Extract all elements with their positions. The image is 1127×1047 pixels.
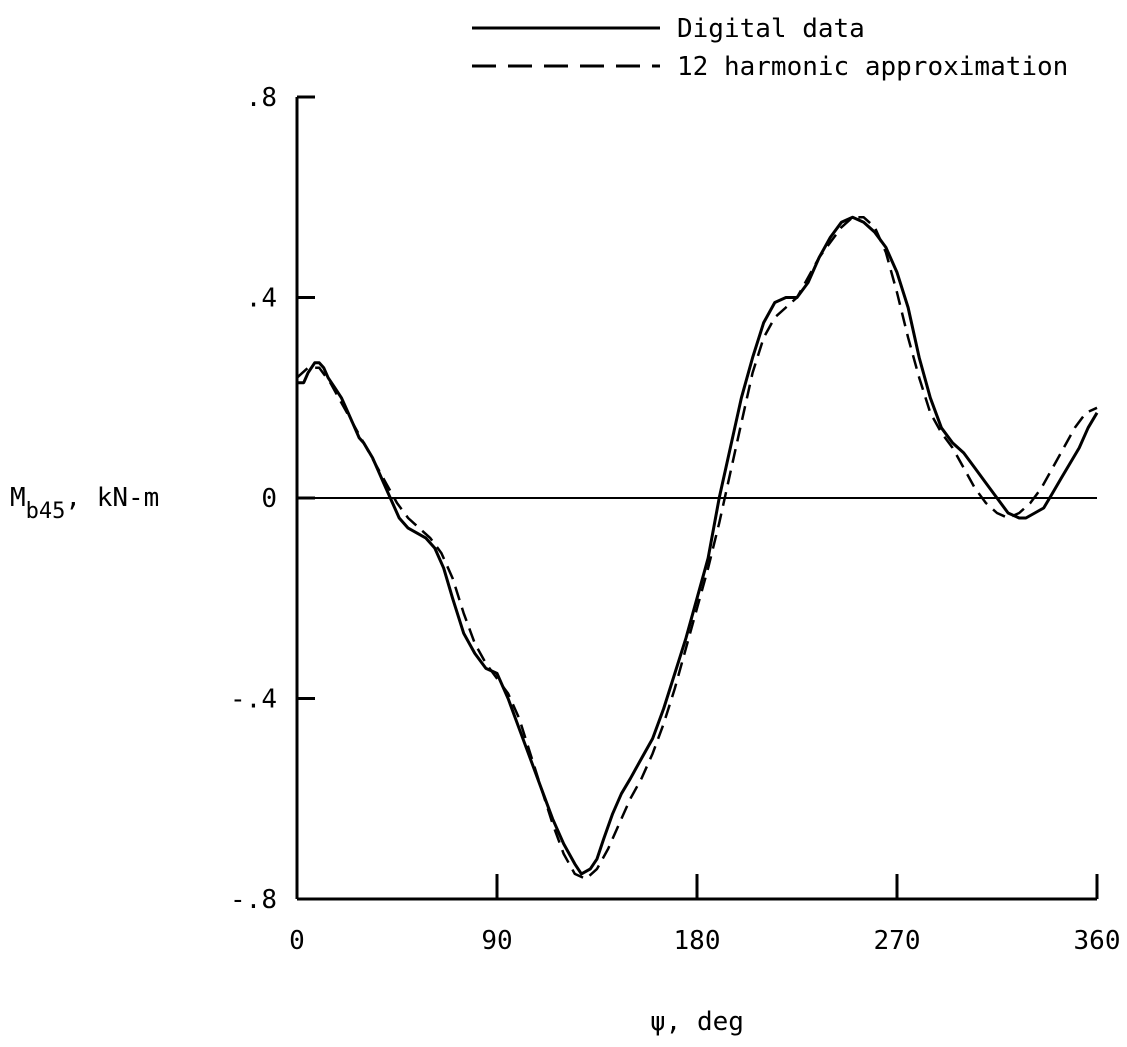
y-tick-label: .4 [246,284,277,314]
plot-area [296,215,1099,881]
y-tick-label: 0 [261,484,277,514]
y-axis-title: Mb45, kN-m [10,483,159,524]
series-line-harmonic [296,216,1098,881]
legend-label: Digital data [677,14,865,44]
axis-labels: .8 .4 0 -.4 -.8 0 90 180 270 360 ψ, deg Mb45, kN-m [10,83,1120,1037]
x-tick-label: 90 [481,926,512,956]
x-tick-label: 0 [289,926,305,956]
series-line-digital [297,215,1099,876]
y-tick-label: .8 [246,83,277,113]
y-tick-label: -.8 [230,885,277,915]
legend: Digital data 12 harmonic approximation [472,14,1068,82]
x-axis-title: ψ, deg [650,1007,744,1037]
legend-label: 12 harmonic approximation [677,52,1068,82]
axes [295,95,1099,901]
x-tick-label: 270 [874,926,921,956]
y-tick-label: -.4 [230,685,277,715]
x-tick-label: 360 [1074,926,1121,956]
x-tick-label: 180 [674,926,721,956]
